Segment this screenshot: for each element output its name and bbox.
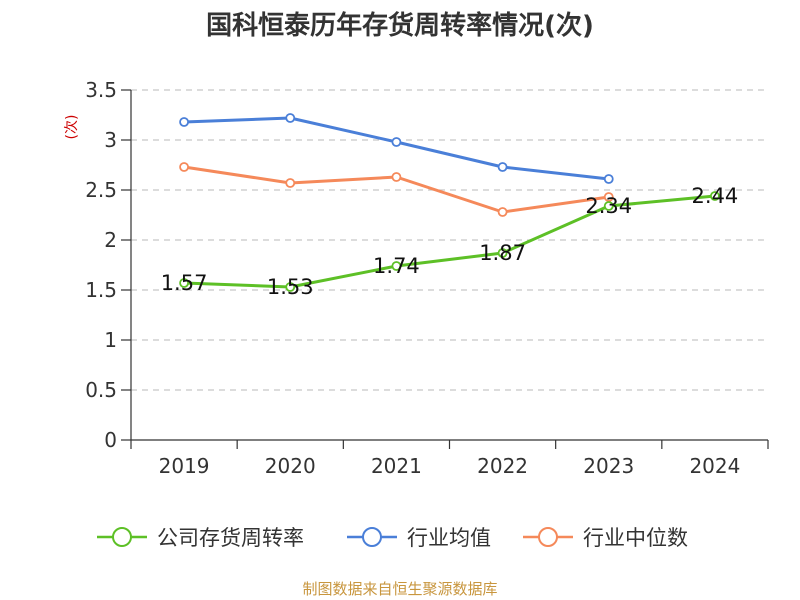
- y-tick-label: 2.5: [85, 178, 117, 202]
- x-tick-label: 2021: [371, 454, 422, 478]
- legend-label-2[interactable]: 行业中位数: [583, 526, 688, 550]
- series-point-1: [391, 137, 402, 147]
- data-label: 1.53: [267, 275, 314, 299]
- series-point-2: [603, 192, 614, 202]
- series-point-2: [497, 207, 508, 217]
- y-tick-label: 1.5: [85, 278, 117, 302]
- series-lines: [179, 113, 720, 292]
- series-line-0: [184, 194, 716, 289]
- series-point-2: [285, 178, 296, 188]
- y-tick-label: 1: [104, 328, 117, 352]
- legend: 公司存货周转率 行业均值 行业中位数: [97, 526, 688, 550]
- series-point-0: [603, 201, 614, 211]
- data-labels: 1.57 1.53 1.74 1.87 2.34 2.44: [161, 184, 739, 299]
- data-label: 2.34: [585, 194, 632, 218]
- series-point-1: [603, 174, 614, 184]
- x-tick-label: 2019: [159, 454, 210, 478]
- series-line-1: [184, 116, 609, 181]
- data-label: 2.44: [692, 184, 739, 208]
- x-tick-label: 2022: [477, 454, 528, 478]
- series-point-2: [391, 172, 402, 182]
- data-source-note: 制图数据来自恒生聚源数据库: [302, 580, 497, 598]
- data-label: 1.57: [161, 271, 208, 295]
- axes: 0 0.5 1 1.5 2 2.5 3 3.5 2019 2020 2021 2022 2023 2024: [85, 78, 769, 478]
- legend-marker-0[interactable]: [112, 527, 132, 547]
- chart-title: 国科恒泰历年存货周转率情况(次): [206, 10, 594, 41]
- legend-label-1[interactable]: 行业均值: [407, 526, 491, 550]
- series-point-0: [710, 191, 720, 201]
- grid-lines: [131, 89, 768, 391]
- series-point-0: [179, 278, 189, 288]
- x-tick-label: 2024: [689, 454, 740, 478]
- series-point-0: [497, 248, 508, 258]
- x-tick-label: 2020: [265, 454, 316, 478]
- legend-marker-2[interactable]: [538, 527, 558, 547]
- series-point-1: [285, 113, 296, 123]
- series-point-2: [179, 162, 189, 172]
- series-point-0: [391, 261, 402, 271]
- x-tick-label: 2023: [583, 454, 634, 478]
- y-tick-label: 3: [104, 128, 117, 152]
- data-label: 1.87: [479, 241, 526, 265]
- y-tick-label: 3.5: [85, 78, 117, 102]
- data-label: 1.74: [373, 254, 420, 278]
- y-tick-label: 2: [104, 228, 117, 252]
- y-axis-unit-label: (次): [64, 115, 80, 140]
- y-tick-label: 0: [104, 428, 117, 452]
- series-point-1: [179, 117, 189, 127]
- y-tick-label: 0.5: [85, 378, 117, 402]
- series-point-1: [497, 162, 508, 172]
- legend-label-0[interactable]: 公司存货周转率: [157, 526, 304, 550]
- legend-marker-1[interactable]: [362, 527, 382, 547]
- series-point-0: [285, 282, 296, 292]
